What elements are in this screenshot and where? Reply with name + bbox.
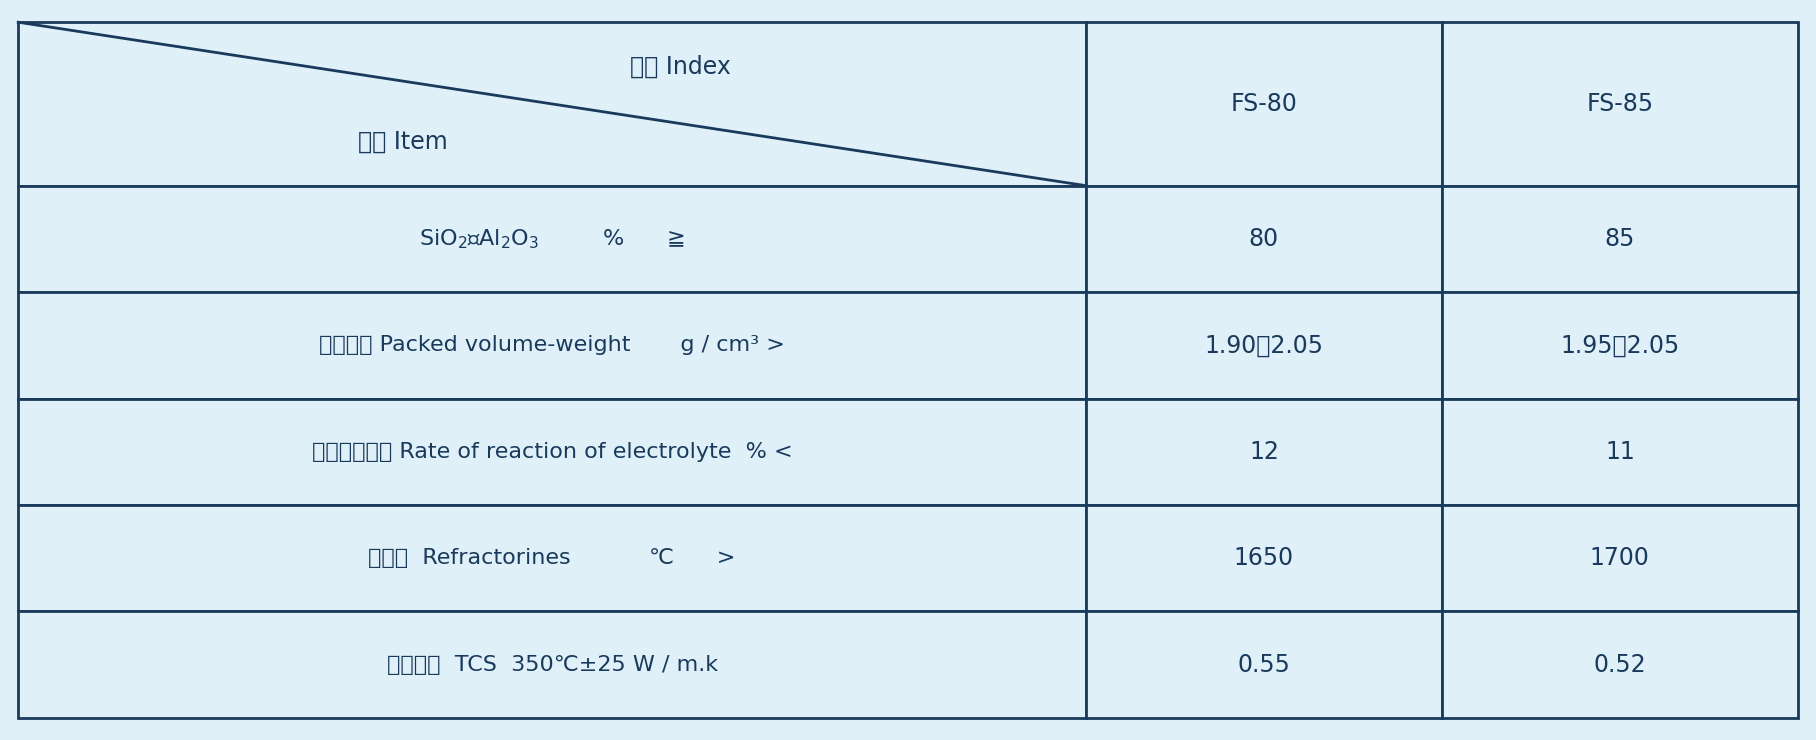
Text: 指标 Index: 指标 Index [630,54,730,78]
Bar [1086,22,1442,186]
Bar [1442,186,1798,292]
Text: 11: 11 [1605,440,1634,464]
Text: 85: 85 [1605,227,1634,251]
Text: 80: 80 [1249,227,1278,251]
Text: 耐火度  Refractorines           ℃      >: 耐火度 Refractorines ℃ > [369,548,735,568]
Bar [1086,399,1442,505]
Bar [18,399,1086,505]
Text: 导热系数  TCS  350℃±25 W / m.k: 导热系数 TCS 350℃±25 W / m.k [387,655,717,675]
Text: 电解质反应率 Rate of reaction of electrolyte  % <: 电解质反应率 Rate of reaction of electrolyte %… [312,442,792,462]
Bar [18,292,1086,399]
Text: 1650: 1650 [1233,546,1295,570]
Text: 项目 Item: 项目 Item [358,130,447,153]
Bar [1442,505,1798,611]
Text: 1.90～2.05: 1.90～2.05 [1204,333,1324,357]
Bar [1086,611,1442,718]
Text: 0.55: 0.55 [1237,653,1291,676]
Bar [1086,292,1442,399]
Bar [18,22,1086,186]
Text: 振实容重 Packed volume-weight       g / cm³ >: 振实容重 Packed volume-weight g / cm³ > [320,335,785,355]
Bar [18,186,1086,292]
Text: 1.95～2.05: 1.95～2.05 [1560,333,1680,357]
Bar [1086,505,1442,611]
Bar [18,611,1086,718]
Text: FS-85: FS-85 [1587,92,1653,116]
Text: 12: 12 [1249,440,1278,464]
Bar [18,505,1086,611]
Text: $\mathregular{SiO_2}$＋$\mathregular{Al_2O_3}$         %      ≧: $\mathregular{SiO_2}$＋$\mathregular{Al_2… [419,227,685,251]
Bar [1086,186,1442,292]
Text: 1700: 1700 [1591,546,1649,570]
Bar [1442,611,1798,718]
Bar [1442,292,1798,399]
Bar [1442,399,1798,505]
Text: 0.52: 0.52 [1594,653,1645,676]
Bar [1442,22,1798,186]
Text: FS-80: FS-80 [1231,92,1297,116]
